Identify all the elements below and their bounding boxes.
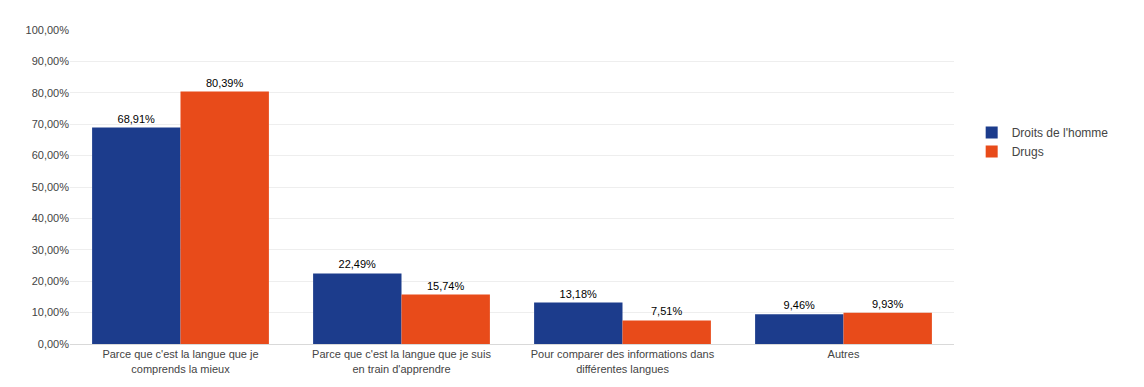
svg-text:50,00%: 50,00% xyxy=(32,181,70,193)
svg-text:Droits de l'homme: Droits de l'homme xyxy=(1012,126,1109,140)
svg-text:80,39%: 80,39% xyxy=(206,77,244,89)
svg-text:Drugs: Drugs xyxy=(1012,145,1044,159)
svg-text:9,93%: 9,93% xyxy=(872,298,903,310)
svg-text:100,00%: 100,00% xyxy=(26,24,70,36)
svg-text:60,00%: 60,00% xyxy=(32,149,70,161)
svg-text:20,00%: 20,00% xyxy=(32,275,70,287)
svg-text:10,00%: 10,00% xyxy=(32,306,70,318)
svg-text:Pour comparer des informations: Pour comparer des informations dansdiffé… xyxy=(531,348,715,374)
svg-text:68,91%: 68,91% xyxy=(118,113,156,125)
svg-text:0,00%: 0,00% xyxy=(38,338,69,350)
svg-text:Autres: Autres xyxy=(828,348,860,360)
svg-text:13,18%: 13,18% xyxy=(560,288,598,300)
svg-text:40,00%: 40,00% xyxy=(32,212,70,224)
svg-text:7,51%: 7,51% xyxy=(651,305,682,317)
svg-text:Parce que c'est la langue que: Parce que c'est la langue que jecomprend… xyxy=(102,348,258,374)
svg-text:80,00%: 80,00% xyxy=(32,87,70,99)
svg-text:70,00%: 70,00% xyxy=(32,118,70,130)
svg-text:30,00%: 30,00% xyxy=(32,244,70,256)
svg-text:9,46%: 9,46% xyxy=(784,299,815,311)
svg-text:15,74%: 15,74% xyxy=(427,280,465,292)
svg-text:90,00%: 90,00% xyxy=(32,55,70,67)
svg-text:Parce que c'est la langue que: Parce que c'est la langue que je suisen … xyxy=(312,348,491,374)
svg-text:22,49%: 22,49% xyxy=(339,258,377,270)
